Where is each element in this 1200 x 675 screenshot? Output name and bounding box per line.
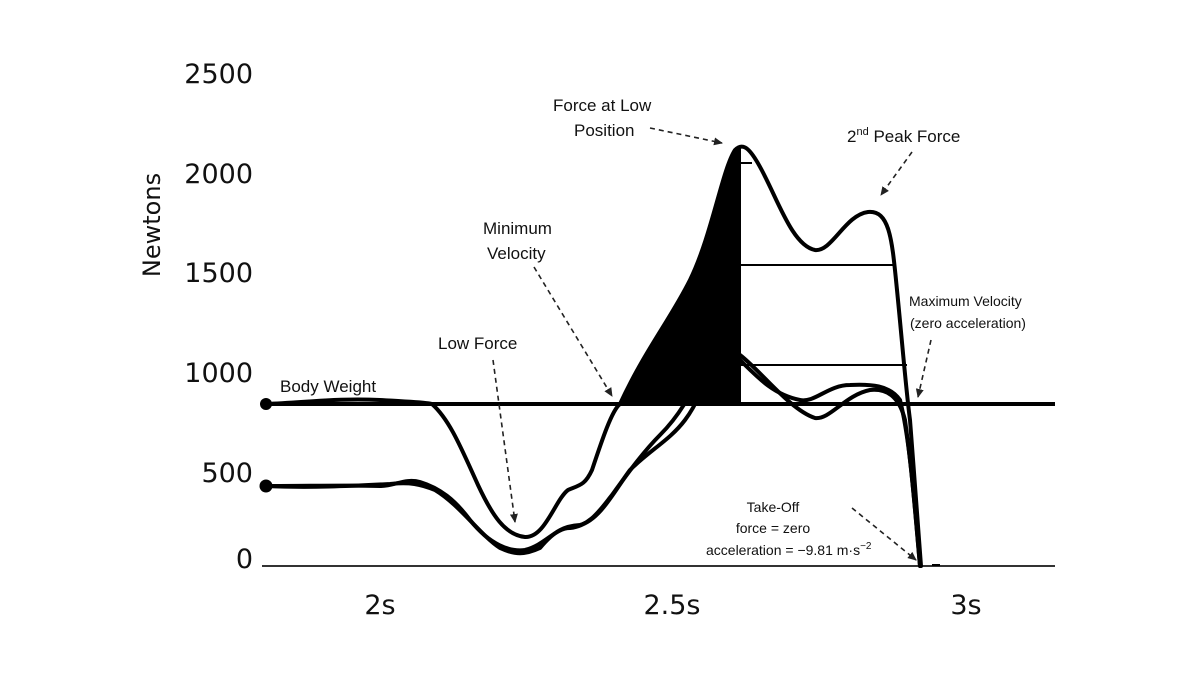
main-force-curve [264,144,923,568]
second-peak-sup: nd [856,126,868,138]
min-velocity-arrow [533,266,613,397]
takeoff-arrow [851,507,917,561]
second-peak-arrow [880,151,913,196]
lower-force-curve-b [264,352,922,568]
low-force-arrow [492,359,518,523]
takeoff-accel-text: acceleration = −9.81 m·s [706,542,860,558]
body-weight-label: Body Weight [280,377,376,396]
x-tick-2s: 2s [364,590,395,621]
x-tick-3s: 3s [950,590,981,621]
force-low-position-label-line1: Force at Low [553,96,652,115]
second-peak-rest: Peak Force [869,127,961,146]
force-low-position-arrow [649,127,723,146]
y-tick-0: 0 [236,544,253,575]
x-tick-2-5s: 2.5s [643,590,700,621]
max-velocity-arrow [915,339,932,398]
y-tick-2000: 2000 [184,159,253,190]
min-velocity-label-line2: Velocity [487,244,546,263]
y-tick-1500: 1500 [184,258,253,289]
max-velocity-label-line2: (zero acceleration) [910,315,1026,331]
y-axis-label: Newtons [138,173,166,277]
takeoff-accel-sup: −2 [860,541,872,552]
y-tick-500: 500 [201,458,253,489]
shaded-impulse-region [620,146,740,404]
y-tick-2500: 2500 [184,59,253,90]
second-peak-label: 2nd Peak Force [847,126,960,146]
y-axis-ticks: 2500 2000 1500 1000 500 0 [184,59,253,575]
x-axis-ticks: 2s 2.5s 3s [364,590,981,621]
max-velocity-label-line1: Maximum Velocity [909,293,1022,309]
second-peak-num: 2 [847,127,856,146]
min-velocity-label-line1: Minimum [483,219,552,238]
takeoff-label-line2: force = zero [736,520,811,536]
takeoff-label-line3: acceleration = −9.81 m·s−2 [706,541,872,558]
force-low-position-label-line2: Position [574,121,634,140]
takeoff-label-line1: Take-Off [747,499,800,515]
low-force-label: Low Force [438,334,517,353]
y-tick-1000: 1000 [184,358,253,389]
